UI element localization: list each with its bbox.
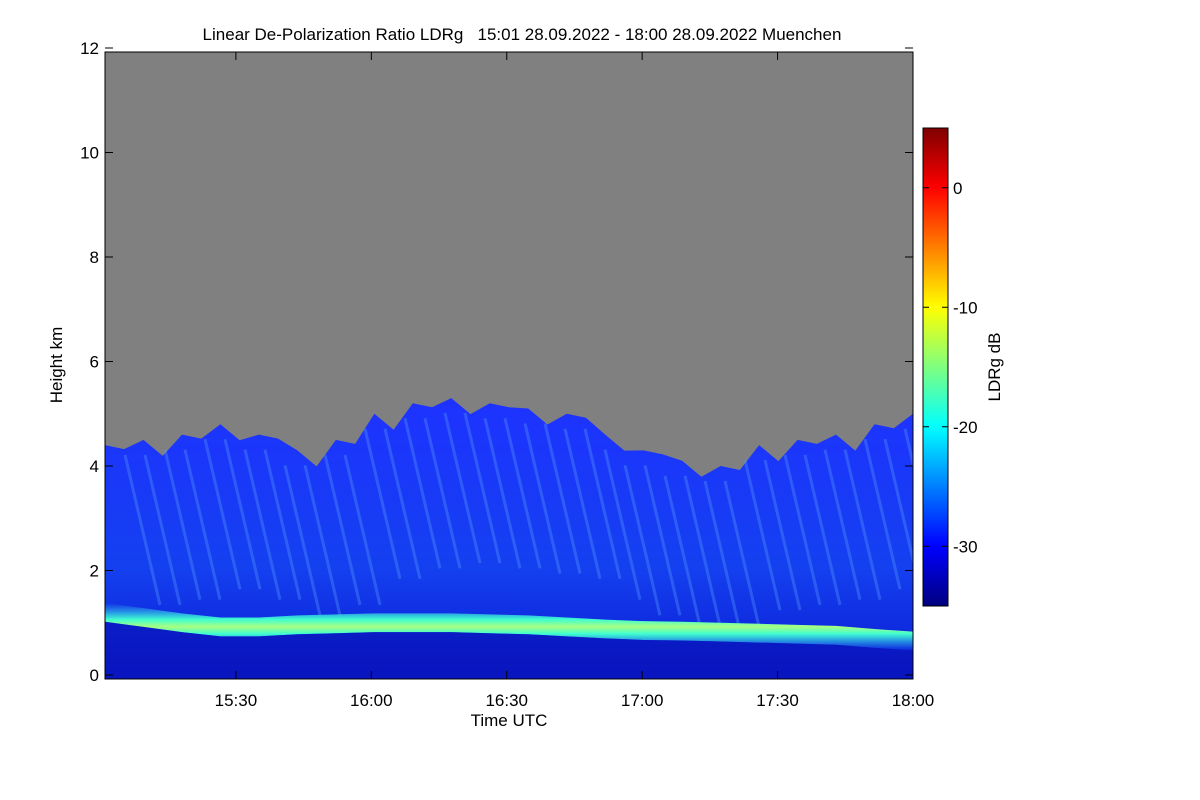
x-tick-label: 18:00 — [892, 691, 935, 710]
fall-streak — [483, 417, 522, 569]
fall-streak — [263, 449, 302, 600]
y-axis: 0 2 4 6 8 10 12 — [80, 39, 913, 685]
fall-streak — [503, 417, 542, 569]
y-tick-label: 10 — [80, 144, 99, 163]
y-tick-label: 6 — [90, 353, 99, 372]
fall-streak — [783, 454, 822, 606]
fall-streak — [803, 454, 842, 606]
fall-streak — [283, 464, 322, 616]
colorbar-gradient — [922, 127, 949, 607]
fall-streak — [583, 428, 622, 580]
fall-streak — [183, 449, 222, 600]
fall-streak — [563, 428, 602, 580]
fall-streak — [143, 454, 182, 606]
fall-streak — [323, 454, 362, 606]
fall-streak — [823, 449, 862, 600]
fall-streak — [163, 449, 202, 600]
signal-region — [105, 398, 913, 679]
fall-streak — [603, 449, 642, 600]
fall-streak — [203, 438, 242, 590]
x-tick-label: 15:30 — [215, 691, 258, 710]
colorbar: 0 -10 -20 -30 LDRg dB — [922, 127, 1004, 607]
y-tick-label: 12 — [80, 39, 99, 58]
fall-streak — [243, 449, 282, 600]
fall-streak — [223, 438, 262, 590]
y-tick-label: 4 — [90, 457, 99, 476]
colorbar-tick-label: -20 — [953, 418, 978, 437]
fall-streaks — [123, 412, 913, 632]
x-axis: 15:30 16:00 16:30 17:00 17:30 18:00 — [215, 52, 935, 710]
heatmap-plot-area — [105, 52, 913, 679]
fall-streak — [863, 438, 902, 590]
y-tick-label: 2 — [90, 562, 99, 581]
x-tick-label: 17:30 — [756, 691, 799, 710]
fall-streak — [303, 464, 342, 616]
fall-streak — [623, 464, 662, 616]
colorbar-label: LDRg dB — [985, 333, 1004, 402]
colorbar-ticks: 0 -10 -20 -30 — [923, 179, 978, 556]
x-tick-label: 17:00 — [621, 691, 664, 710]
fall-streak — [523, 423, 562, 574]
colorbar-tick-label: -30 — [953, 537, 978, 556]
fall-streak — [643, 464, 682, 616]
fall-streak — [723, 480, 762, 632]
x-tick-label: 16:30 — [485, 691, 528, 710]
y-tick-label: 8 — [90, 248, 99, 267]
fall-streak — [123, 454, 162, 606]
y-tick-label: 0 — [90, 666, 99, 685]
fall-streak — [543, 423, 582, 574]
fall-streak — [683, 475, 722, 627]
fall-streak — [663, 475, 702, 627]
fall-streak — [463, 412, 502, 564]
fall-streak — [903, 428, 913, 470]
plot-frame — [104, 51, 914, 680]
chart-title: Linear De-Polarization Ratio LDRg 15:01 … — [203, 25, 842, 44]
fall-streak — [763, 459, 802, 611]
x-axis-label: Time UTC — [471, 711, 548, 730]
fall-streak — [843, 449, 882, 600]
fall-streak — [743, 459, 782, 611]
fall-streak — [883, 438, 913, 566]
fall-streak — [423, 417, 462, 569]
colorbar-tick-label: 0 — [953, 179, 962, 198]
fall-streak — [703, 480, 742, 632]
near-ground-region — [105, 621, 913, 679]
colorbar-tick-label: -10 — [953, 298, 978, 317]
x-tick-label: 16:00 — [350, 691, 393, 710]
fall-streak — [383, 428, 422, 580]
fall-streak — [363, 428, 402, 580]
fall-streak — [343, 454, 382, 606]
aerosol-layer — [105, 602, 913, 651]
y-axis-label: Height km — [47, 327, 66, 404]
fall-streak — [403, 417, 442, 569]
fall-streak — [443, 412, 482, 564]
